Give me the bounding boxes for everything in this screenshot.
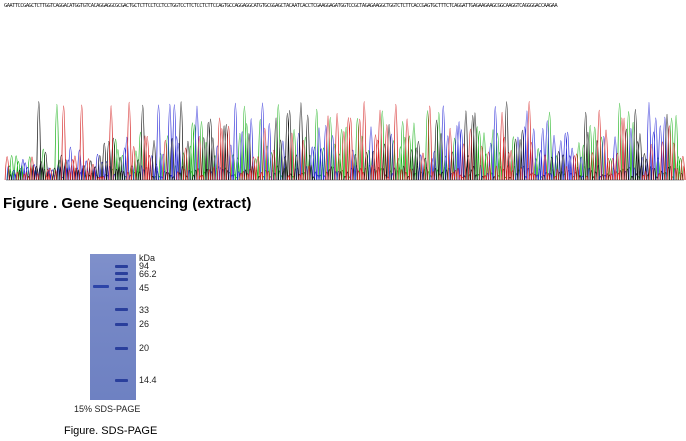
marker-label-33: 33 [139, 305, 150, 315]
marker-label-94: 94 [139, 261, 150, 271]
marker-label-14-4: 14.4 [139, 375, 157, 385]
sample-band [93, 285, 109, 288]
ladder-band-26 [115, 323, 128, 326]
gel-percentage-label: 15% SDS-PAGE [74, 404, 141, 414]
trace-t [4, 101, 686, 181]
ladder-band-14 [115, 379, 128, 382]
marker-label-66-2: 66.2 [139, 269, 157, 279]
ladder-band-94 [115, 272, 128, 275]
sds-page-caption: Figure. SDS-PAGE [64, 425, 158, 437]
marker-label-26: 26 [139, 319, 150, 329]
ladder-band-45 [115, 287, 128, 290]
chromatogram-trace [4, 101, 686, 181]
ladder-band-top [115, 265, 128, 268]
sequence-strip: GAATTCCGAGCTCTTGGTCAGGACATGGTGTCACAGGAGG… [4, 3, 558, 9]
marker-label-20: 20 [139, 343, 150, 353]
kda-unit-label: kDa [139, 253, 156, 263]
ladder-band-20 [115, 347, 128, 350]
ladder-band-33 [115, 308, 128, 311]
sds-page-gel [90, 254, 136, 400]
gene-sequencing-caption: Figure . Gene Sequencing (extract) [3, 195, 252, 212]
marker-label-45: 45 [139, 283, 150, 293]
ladder-band-66 [115, 278, 128, 281]
